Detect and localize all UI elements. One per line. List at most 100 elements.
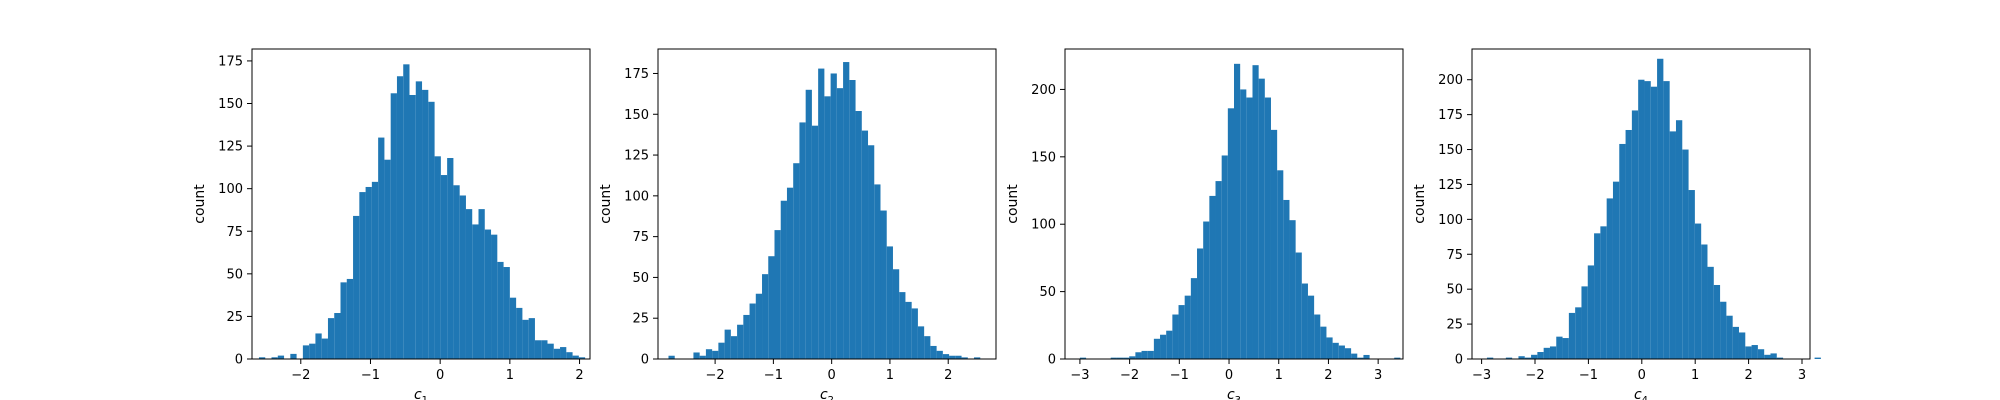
x-axis-label: c3 — [1227, 387, 1241, 400]
histogram-bar — [1505, 357, 1513, 359]
histogram-bar — [1562, 338, 1569, 359]
histogram-bar — [321, 338, 328, 359]
y-tick-label: 150 — [1438, 143, 1463, 158]
histogram-bar — [762, 274, 769, 359]
histogram-bar — [811, 125, 819, 360]
histogram-bar — [724, 329, 731, 359]
y-tick-label: 175 — [1438, 108, 1463, 123]
histogram-bar — [786, 187, 794, 359]
histogram-bar — [1726, 315, 1733, 359]
histogram-bar — [1153, 338, 1161, 359]
x-tick-label: 0 — [1225, 368, 1233, 383]
histogram-bar — [818, 68, 825, 359]
histogram-bar — [693, 352, 700, 359]
histogram-bar — [1289, 220, 1296, 359]
histogram-bar — [917, 326, 925, 359]
histogram-bar — [578, 357, 586, 359]
histogram-bar — [440, 175, 448, 359]
x-tick-label: −3 — [1472, 368, 1491, 383]
histogram-bar — [1141, 350, 1148, 359]
histogram-bar — [547, 343, 554, 359]
histogram-bar — [453, 185, 460, 359]
histogram-bar — [1619, 143, 1626, 359]
histogram-bar — [560, 347, 567, 359]
histogram-bar — [1234, 63, 1241, 360]
histogram-bar — [799, 122, 806, 359]
histogram-bar — [415, 81, 423, 359]
y-tick-label: 50 — [632, 271, 649, 286]
x-tick-label: 2 — [944, 368, 952, 383]
histogram-bar — [1264, 97, 1271, 360]
y-tick-label: 100 — [1438, 213, 1463, 228]
histogram-bar — [868, 145, 875, 359]
histogram-bar — [1644, 81, 1651, 359]
histogram-bar — [553, 348, 561, 359]
histogram-bar — [497, 261, 504, 359]
histogram-bar — [1079, 357, 1087, 359]
histogram-bar — [1751, 345, 1758, 359]
x-tick-label: −1 — [361, 368, 380, 383]
y-tick-label: 50 — [1039, 285, 1056, 300]
histogram-bar — [1776, 357, 1784, 359]
x-tick-label: 0 — [1638, 368, 1646, 383]
histogram-bar — [1215, 181, 1222, 359]
histogram-bar — [1531, 354, 1538, 359]
histogram-bar — [1650, 86, 1658, 360]
histogram-bar — [428, 101, 435, 360]
histogram-bar — [315, 333, 322, 359]
histogram-bar — [465, 209, 473, 359]
histogram-bar — [1123, 357, 1130, 359]
x-tick-label: 2 — [575, 368, 583, 383]
histogram-bar — [1575, 307, 1582, 359]
y-tick-label: 75 — [1446, 248, 1463, 263]
y-tick-label: 0 — [1455, 353, 1463, 368]
y-tick-label: 125 — [218, 140, 243, 155]
histogram-bar — [1160, 334, 1167, 359]
histogram-bar — [1638, 79, 1645, 360]
y-tick-label: 0 — [235, 353, 243, 368]
y-tick-label: 50 — [1446, 283, 1463, 298]
histogram-bar — [1682, 149, 1689, 359]
y-axis-label: count — [598, 184, 614, 224]
histogram-bar — [886, 246, 893, 359]
histogram-bar — [1197, 248, 1204, 359]
histogram-bar — [1147, 350, 1154, 359]
histogram-bar — [1110, 357, 1117, 359]
histogram-bar — [1363, 354, 1370, 359]
histogram-bar — [434, 156, 441, 359]
histogram-bar — [1129, 356, 1136, 359]
histogram-panel-c2: −2 −1 0 1 2 0 25 50 75 100 125 150 175 c2 count — [598, 48, 997, 400]
histogram-bar — [390, 93, 397, 360]
x-axis-label: c1 — [414, 387, 428, 400]
histogram-bar — [1518, 356, 1525, 359]
histogram-bar — [905, 301, 912, 359]
histogram-panel-c1: −2 −1 0 1 2 0 25 50 75 100 125 150 175 c1 count — [192, 48, 591, 400]
y-axis-label: count — [192, 184, 208, 224]
histogram-bar — [1394, 357, 1401, 359]
histogram-bar — [1258, 78, 1265, 360]
histogram-bar — [774, 230, 781, 359]
y-tick-label: 175 — [218, 54, 243, 69]
histogram-bar — [705, 349, 713, 359]
histogram-bar — [1246, 97, 1253, 360]
histogram-bar — [1270, 129, 1278, 359]
histogram-bar — [1625, 129, 1632, 359]
histogram-bar — [290, 353, 297, 359]
histogram-bar — [1537, 352, 1544, 359]
histogram-bar — [509, 297, 517, 359]
y-tick-label: 100 — [218, 182, 243, 197]
y-tick-label: 150 — [218, 97, 243, 112]
histogram-bar — [911, 308, 918, 359]
histogram-bar — [378, 137, 385, 359]
histogram-bar — [472, 224, 479, 359]
histogram-bar — [768, 256, 775, 359]
x-tick-label: −2 — [1120, 368, 1139, 383]
histogram-bar — [849, 80, 856, 359]
y-tick-label: 75 — [226, 225, 243, 240]
histogram-bar — [459, 195, 466, 359]
histogram-bar — [572, 355, 579, 359]
histogram-bar — [1594, 233, 1601, 359]
histogram-bar — [1663, 81, 1670, 359]
x-axis-label: c2 — [820, 387, 834, 400]
histogram-bar — [346, 278, 354, 359]
